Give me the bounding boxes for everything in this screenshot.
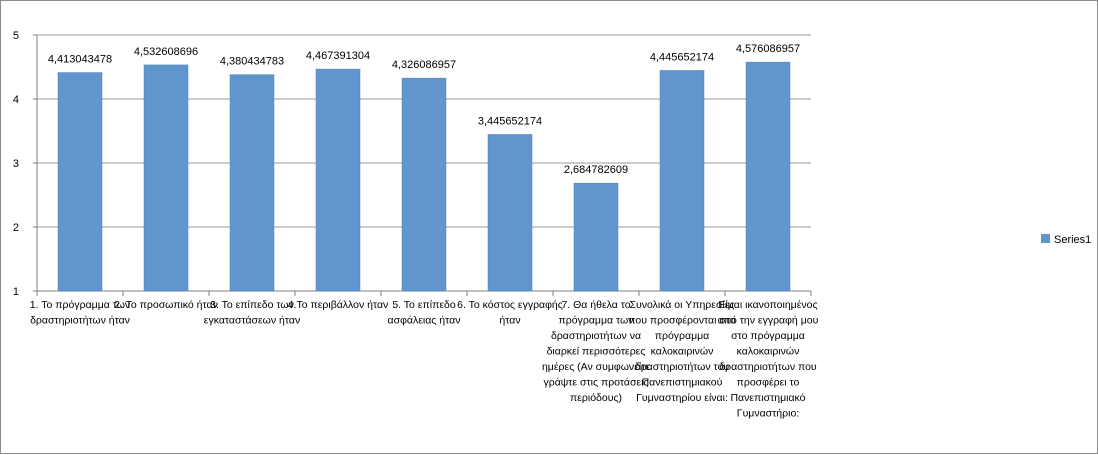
- category-label-line: 5. Το επίπεδο: [392, 299, 456, 311]
- category-label-line: 1. Το πρόγραμμα των: [30, 299, 130, 311]
- bar: [659, 70, 705, 292]
- data-label: 4,380434783: [220, 56, 284, 68]
- category-label: 3. Το επίπεδο των εγκαταστάσεων ήταν: [204, 299, 300, 327]
- category-label-line: δραστηριοτήτων που: [719, 361, 817, 373]
- category-label-line: Γυμναστηρίου είναι:: [636, 392, 728, 404]
- category-label-line: Γυμναστήριο:: [737, 408, 799, 420]
- category-label-line: πρόγραμμα των: [559, 315, 634, 327]
- y-tick-label: 4: [13, 94, 19, 106]
- category-label-line: που προσφέρονται στο: [628, 315, 735, 327]
- category-label: 6. Το κόστος εγγραφής ήταν: [457, 299, 563, 327]
- category-label-line: ήταν: [499, 315, 520, 327]
- data-label: 4,532608696: [134, 46, 198, 58]
- bar: [573, 182, 619, 292]
- category-label-line: Συνολικά οι Υπηρεσίες: [629, 299, 734, 311]
- y-tick-label: 3: [13, 158, 19, 170]
- category-label-line: Πανεπιστημιακό: [730, 392, 805, 404]
- category-label-line: πρόγραμμα: [655, 330, 710, 342]
- bar: [143, 64, 189, 292]
- bars: [57, 61, 791, 292]
- data-label: 4,326086957: [392, 59, 456, 71]
- y-tick-label: 2: [13, 222, 19, 234]
- category-label-line: Είμαι ικανοποιημένος: [718, 299, 817, 311]
- category-label-line: καλοκαιρινών: [651, 346, 714, 358]
- category-label: Συνολικά οι Υπηρεσίες που προσφέρονται στ…: [628, 299, 735, 404]
- bar: [745, 61, 791, 292]
- legend-label: Series1: [1054, 234, 1091, 246]
- bar: [487, 134, 533, 292]
- category-label-line: 7. Θα ήθελα το: [561, 299, 630, 311]
- data-labels: 4,413043478 4,532608696 4,380434783 4,46739…: [48, 43, 800, 176]
- data-label: 2,684782609: [564, 164, 628, 176]
- category-label: Είμαι ικανοποιημένος από την εγγραφή μου σ…: [718, 299, 819, 420]
- category-label: 4.Το περιβάλλον ήταν: [288, 299, 389, 311]
- data-label: 4,467391304: [306, 50, 370, 62]
- category-label-line: Πανεπιστημιακού: [642, 377, 723, 389]
- y-tick-label: 1: [13, 286, 19, 298]
- category-label-line: δραστηριοτήτων να: [551, 330, 641, 342]
- category-label-line: γράψτε στις προτάσεις: [544, 377, 649, 389]
- category-label-line: 6. Το κόστος εγγραφής: [457, 299, 563, 311]
- legend: Series1: [1041, 234, 1091, 246]
- category-label-line: δραστηριοτήτων ήταν: [30, 315, 130, 327]
- category-label-line: περιόδους): [570, 392, 622, 404]
- category-label-line: διαρκεί περισσότερες: [547, 346, 646, 358]
- category-label-line: 3. Το επίπεδο των: [210, 299, 294, 311]
- category-label-line: από την εγγραφή μου: [718, 315, 819, 327]
- category-label-line: 4.Το περιβάλλον ήταν: [288, 299, 389, 311]
- legend-swatch: [1041, 234, 1050, 243]
- category-label: 1. Το πρόγραμμα των δραστηριοτήτων ήταν: [30, 299, 130, 327]
- category-label: 5. Το επίπεδο ασφάλειας ήταν: [388, 299, 461, 327]
- data-label: 4,576086957: [736, 43, 800, 55]
- category-label-line: ημέρες (Αν συμφωνείτε: [542, 361, 650, 373]
- data-label: 4,413043478: [48, 54, 112, 66]
- category-label-line: δραστηριοτήτων του: [635, 361, 730, 373]
- category-label-line: 2. Το προσωπικό ήταν: [114, 299, 218, 311]
- bar: [401, 77, 447, 292]
- category-label: 2. Το προσωπικό ήταν: [114, 299, 218, 311]
- category-label-line: ασφάλειας ήταν: [388, 315, 461, 327]
- category-label-line: προσφέρει το: [737, 377, 800, 389]
- category-label-line: στο πρόγραμμα: [731, 330, 805, 342]
- data-label: 3,445652174: [478, 115, 542, 127]
- bar: [315, 68, 361, 292]
- y-tick-label: 5: [13, 30, 19, 42]
- category-label-line: εγκαταστάσεων ήταν: [204, 315, 300, 327]
- bar: [229, 74, 275, 292]
- category-label: 7. Θα ήθελα το πρόγραμμα των δραστηριοτήτω…: [542, 299, 650, 404]
- category-label-line: καλοκαιρινών: [737, 346, 800, 358]
- data-label: 4,445652174: [650, 51, 714, 63]
- bar: [57, 72, 103, 292]
- category-labels: 1. Το πρόγραμμα των δραστηριοτήτων ήταν 2.…: [30, 299, 819, 420]
